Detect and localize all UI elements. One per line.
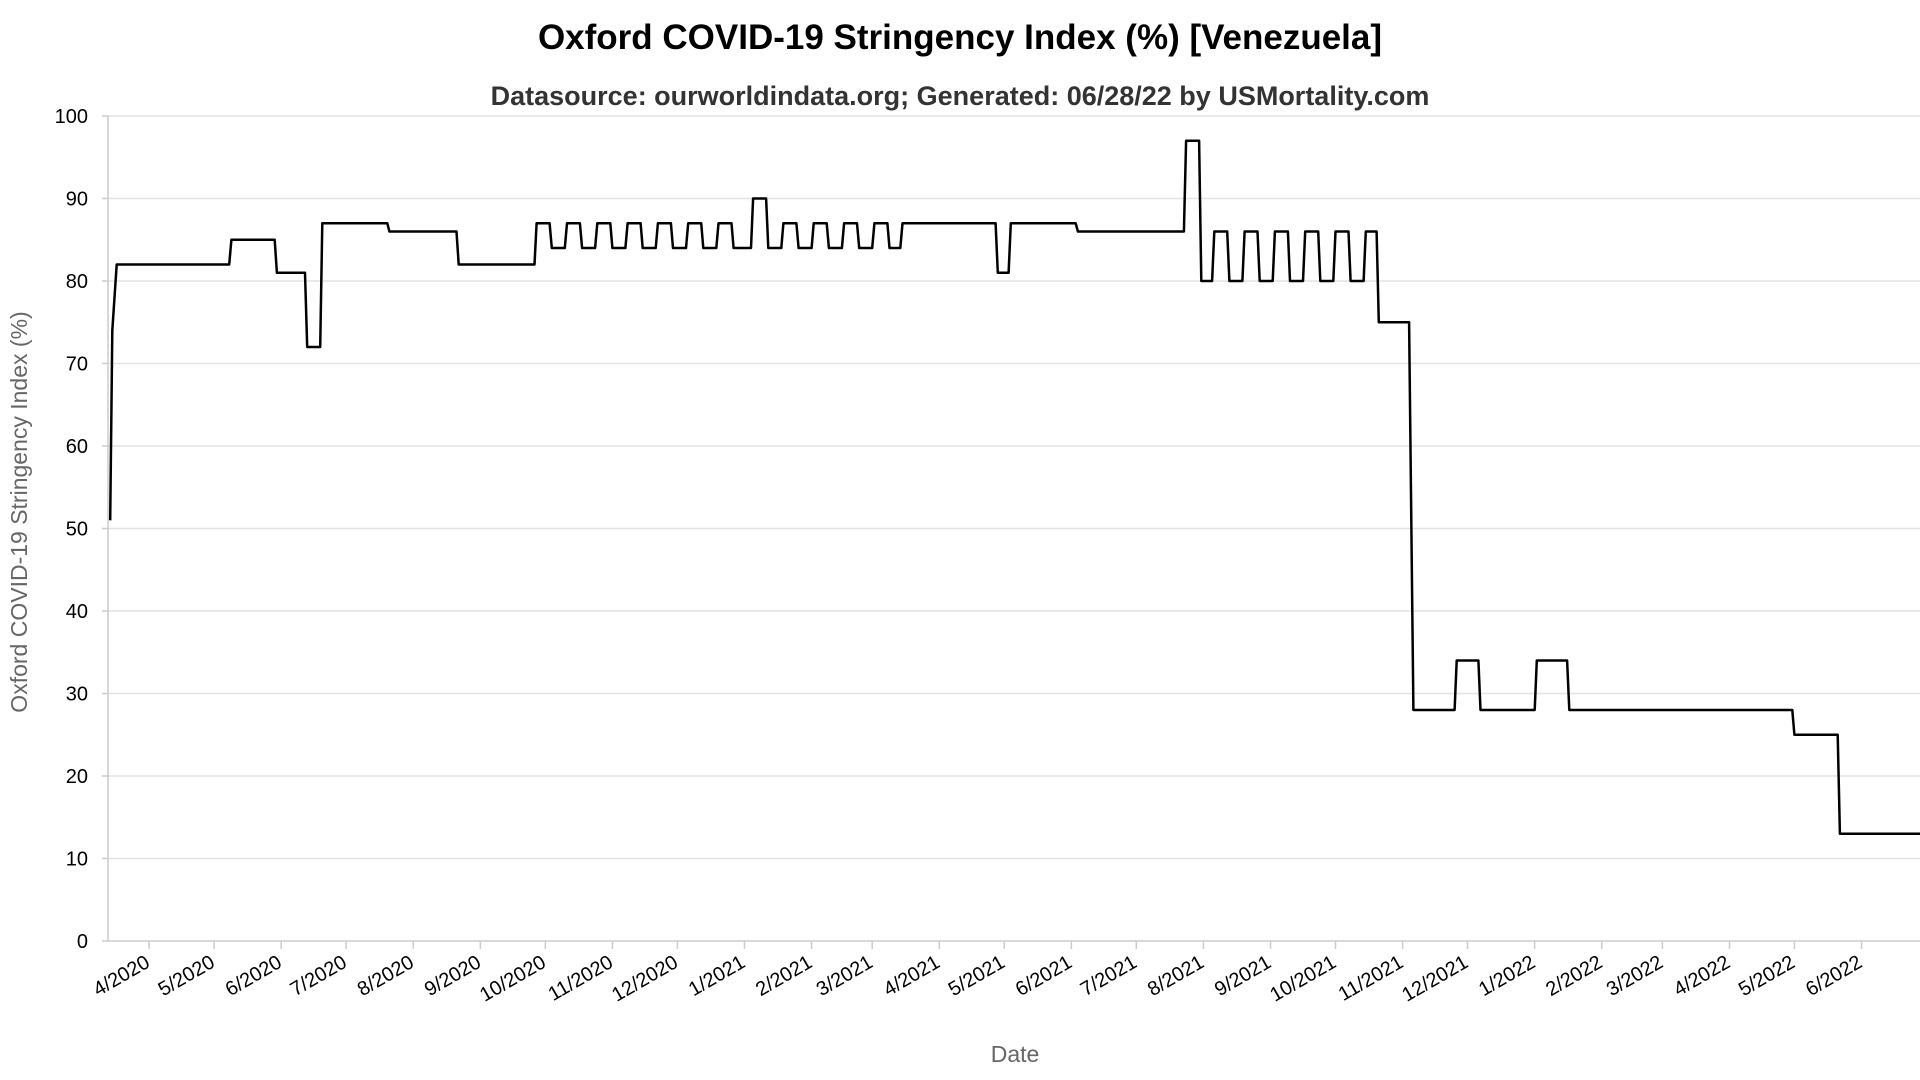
- x-tick-label: 1/2021: [685, 951, 749, 1001]
- x-tick-label: 11/2020: [545, 951, 617, 1005]
- x-tick-label: 5/2020: [155, 951, 219, 1001]
- y-tick-label: 80: [66, 271, 88, 293]
- y-tick-label: 70: [66, 354, 88, 376]
- y-tick-label: 30: [66, 684, 88, 706]
- x-tick-label: 6/2022: [1802, 951, 1866, 1001]
- y-tick-label: 60: [66, 436, 88, 458]
- x-tick-label: 3/2022: [1603, 951, 1667, 1001]
- x-tick-label: 1/2022: [1475, 951, 1539, 1001]
- x-tick-label: 10/2020: [476, 951, 550, 1006]
- y-tick-label: 10: [66, 849, 88, 871]
- x-tick-label: 2/2022: [1542, 951, 1606, 1001]
- x-tick-label: 9/2021: [1211, 951, 1275, 1001]
- chart-title: Oxford COVID-19 Stringency Index (%) [Ve…: [537, 18, 1383, 57]
- series-line: [108, 139, 1920, 836]
- y-tick-label: 90: [66, 189, 88, 211]
- x-tick-label: 8/2020: [354, 951, 418, 1001]
- x-tick-label: 12/2020: [608, 951, 682, 1006]
- y-axis-label: Oxford COVID-19 Stringency Index (%): [6, 311, 32, 712]
- grid: [108, 115, 1920, 860]
- x-tick-label: 5/2022: [1735, 951, 1799, 1001]
- x-tick-label: 9/2020: [421, 951, 485, 1001]
- x-tick-label: 10/2021: [1266, 951, 1340, 1006]
- y-tick-label: 100: [55, 106, 88, 128]
- series-group: [108, 139, 1920, 836]
- y-tick-label: 0: [77, 931, 88, 953]
- x-tick-label: 12/2021: [1398, 951, 1472, 1006]
- x-tick-label: 6/2020: [222, 951, 286, 1001]
- x-tick-label: 5/2021: [945, 951, 1009, 1001]
- x-tick-label: 4/2021: [880, 951, 944, 1001]
- y-tick-label: 40: [66, 601, 88, 623]
- chart-subtitle: Datasource: ourworldindata.org; Generate…: [490, 81, 1430, 111]
- y-tick-label: 20: [66, 766, 88, 788]
- x-axis-ticks: 4/2020 5/2020 6/2020 7/2020 8/2020 9/202010/2…: [90, 941, 1866, 1006]
- x-tick-label: 6/2021: [1012, 951, 1076, 1001]
- x-tick-label: 4/2022: [1670, 951, 1734, 1001]
- x-tick-label: 7/2021: [1077, 951, 1141, 1001]
- x-tick-label: 8/2021: [1144, 951, 1208, 1001]
- x-tick-label: 7/2020: [287, 951, 351, 1001]
- x-axis-label: Date: [991, 1041, 1040, 1067]
- x-tick-label: 4/2020: [90, 951, 154, 1001]
- x-tick-label: 2/2021: [752, 951, 816, 1001]
- x-tick-label: 3/2021: [813, 951, 877, 1001]
- y-tick-label: 50: [66, 519, 88, 541]
- y-axis-ticks: 0 10 20 30 40 50 60 70 80 90 100: [55, 106, 108, 953]
- x-tick-label: 11/2021: [1335, 951, 1407, 1005]
